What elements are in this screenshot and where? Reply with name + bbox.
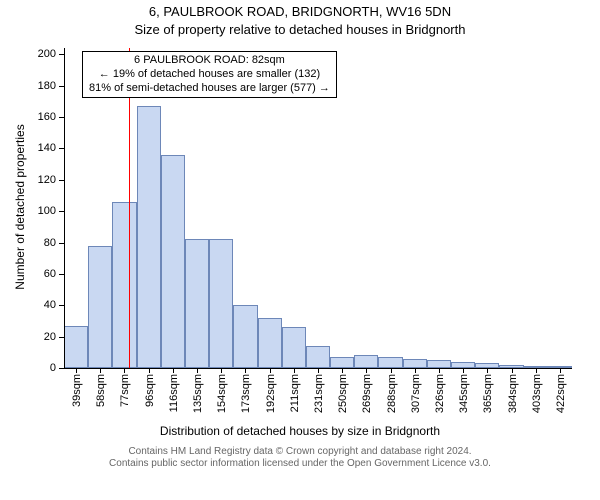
xtick bbox=[342, 368, 343, 373]
xtick-label: 173sqm bbox=[240, 374, 252, 413]
bar bbox=[64, 326, 88, 368]
xtick-label: 192sqm bbox=[265, 374, 277, 413]
ytick bbox=[59, 86, 64, 87]
xtick-label: 231sqm bbox=[313, 374, 325, 413]
xtick-label: 307sqm bbox=[410, 374, 422, 413]
bar bbox=[330, 357, 354, 368]
page-title: 6, PAULBROOK ROAD, BRIDGNORTH, WV16 5DN bbox=[0, 4, 600, 20]
xtick bbox=[391, 368, 392, 373]
bar bbox=[233, 305, 257, 368]
chart-container: { "title": { "line1": "6, PAULBROOK ROAD… bbox=[0, 0, 600, 500]
xtick-label: 250sqm bbox=[337, 374, 349, 413]
xtick bbox=[560, 368, 561, 373]
bar bbox=[185, 239, 209, 368]
xtick-label: 135sqm bbox=[192, 374, 204, 413]
xtick-label: 96sqm bbox=[144, 374, 156, 407]
ytick bbox=[59, 337, 64, 338]
ytick bbox=[59, 180, 64, 181]
ytick bbox=[59, 54, 64, 55]
xtick bbox=[221, 368, 222, 373]
ytick-label: 200 bbox=[0, 48, 56, 60]
bar bbox=[306, 346, 330, 368]
xtick bbox=[100, 368, 101, 373]
x-axis-label: Distribution of detached houses by size … bbox=[0, 424, 600, 438]
ytick bbox=[59, 211, 64, 212]
xtick-label: 116sqm bbox=[168, 374, 180, 412]
annotation-line2: ← 19% of detached houses are smaller (13… bbox=[89, 68, 330, 82]
xtick-label: 422sqm bbox=[555, 374, 567, 413]
xtick bbox=[270, 368, 271, 373]
xtick-label: 39sqm bbox=[71, 374, 83, 407]
xtick-label: 365sqm bbox=[482, 374, 494, 413]
ytick bbox=[59, 148, 64, 149]
xtick-label: 345sqm bbox=[458, 374, 470, 413]
ytick-label: 0 bbox=[0, 362, 56, 374]
ytick-label: 120 bbox=[0, 174, 56, 186]
bar bbox=[282, 327, 306, 368]
ytick-label: 60 bbox=[0, 268, 56, 280]
ytick bbox=[59, 117, 64, 118]
xtick bbox=[294, 368, 295, 373]
xtick bbox=[536, 368, 537, 373]
xtick bbox=[76, 368, 77, 373]
xtick-label: 384sqm bbox=[507, 374, 519, 413]
xtick-label: 269sqm bbox=[361, 374, 373, 413]
xtick bbox=[318, 368, 319, 373]
xtick bbox=[439, 368, 440, 373]
ytick-label: 100 bbox=[0, 205, 56, 217]
bar bbox=[161, 155, 185, 368]
annotation-line1: 6 PAULBROOK ROAD: 82sqm bbox=[89, 54, 330, 68]
ytick bbox=[59, 305, 64, 306]
xtick bbox=[245, 368, 246, 373]
bar bbox=[354, 355, 378, 368]
xtick bbox=[149, 368, 150, 373]
bar bbox=[88, 246, 112, 368]
ytick-label: 160 bbox=[0, 111, 56, 123]
xtick bbox=[415, 368, 416, 373]
xtick-label: 211sqm bbox=[289, 374, 301, 412]
xtick-label: 288sqm bbox=[386, 374, 398, 413]
ytick-label: 180 bbox=[0, 80, 56, 92]
xtick-label: 154sqm bbox=[216, 374, 228, 413]
page-subtitle: Size of property relative to detached ho… bbox=[0, 22, 600, 38]
xtick-label: 77sqm bbox=[119, 374, 131, 407]
bar bbox=[137, 106, 161, 368]
bar bbox=[258, 318, 282, 368]
xtick bbox=[197, 368, 198, 373]
footer-line1: Contains HM Land Registry data © Crown c… bbox=[0, 446, 600, 458]
ytick bbox=[59, 274, 64, 275]
bar bbox=[427, 360, 451, 368]
xtick bbox=[173, 368, 174, 373]
bar bbox=[112, 202, 136, 368]
xtick-label: 403sqm bbox=[531, 374, 543, 413]
xtick-label: 326sqm bbox=[434, 374, 446, 413]
ytick-label: 20 bbox=[0, 331, 56, 343]
footer-line2: Contains public sector information licen… bbox=[0, 458, 600, 470]
y-axis bbox=[64, 48, 65, 368]
ytick-label: 140 bbox=[0, 142, 56, 154]
ytick-label: 80 bbox=[0, 237, 56, 249]
annotation-line3: 81% of semi-detached houses are larger (… bbox=[89, 82, 330, 96]
footer: Contains HM Land Registry data © Crown c… bbox=[0, 446, 600, 469]
ytick-label: 40 bbox=[0, 299, 56, 311]
xtick bbox=[463, 368, 464, 373]
xtick bbox=[124, 368, 125, 373]
ytick bbox=[59, 368, 64, 369]
xtick-label: 58sqm bbox=[95, 374, 107, 407]
bar bbox=[378, 357, 402, 368]
xtick bbox=[512, 368, 513, 373]
annotation-box: 6 PAULBROOK ROAD: 82sqm ← 19% of detache… bbox=[82, 51, 337, 98]
ytick bbox=[59, 243, 64, 244]
bar bbox=[403, 359, 427, 368]
bar bbox=[209, 239, 233, 368]
xtick bbox=[487, 368, 488, 373]
xtick bbox=[366, 368, 367, 373]
